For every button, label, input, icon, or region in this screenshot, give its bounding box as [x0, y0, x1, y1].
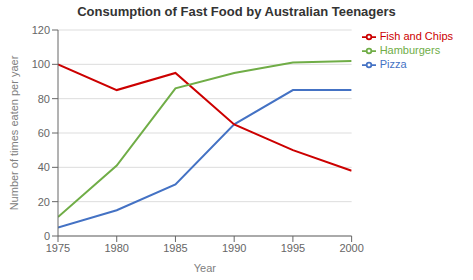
html-text:Fish and Chips: Fish and Chips — [379, 30, 453, 42]
svg-text:0: 0 — [44, 230, 50, 242]
svg-text:100: 100 — [32, 58, 50, 70]
svg-text:80: 80 — [38, 93, 50, 105]
svg-text:Year: Year — [194, 262, 217, 274]
html-text:Pizza: Pizza — [379, 58, 407, 71]
svg-text:40: 40 — [38, 161, 50, 173]
html-text:Consumption of Fast Food by Au: Consumption of Fast Food by Australian T… — [77, 4, 396, 19]
svg-text:20: 20 — [38, 196, 50, 208]
svg-text:Number of times eaten per yaer: Number of times eaten per yaer — [8, 55, 20, 210]
html-text:Hamburgers: Hamburgers — [379, 44, 441, 57]
svg-text:60: 60 — [38, 127, 50, 139]
svg-text:1995: 1995 — [281, 242, 305, 254]
svg-text:1980: 1980 — [104, 242, 128, 254]
svg-text:2000: 2000 — [339, 242, 363, 254]
svg-text:1985: 1985 — [163, 242, 187, 254]
svg-text:1975: 1975 — [46, 242, 70, 254]
svg-text:1990: 1990 — [222, 242, 246, 254]
svg-text:120: 120 — [32, 24, 50, 36]
